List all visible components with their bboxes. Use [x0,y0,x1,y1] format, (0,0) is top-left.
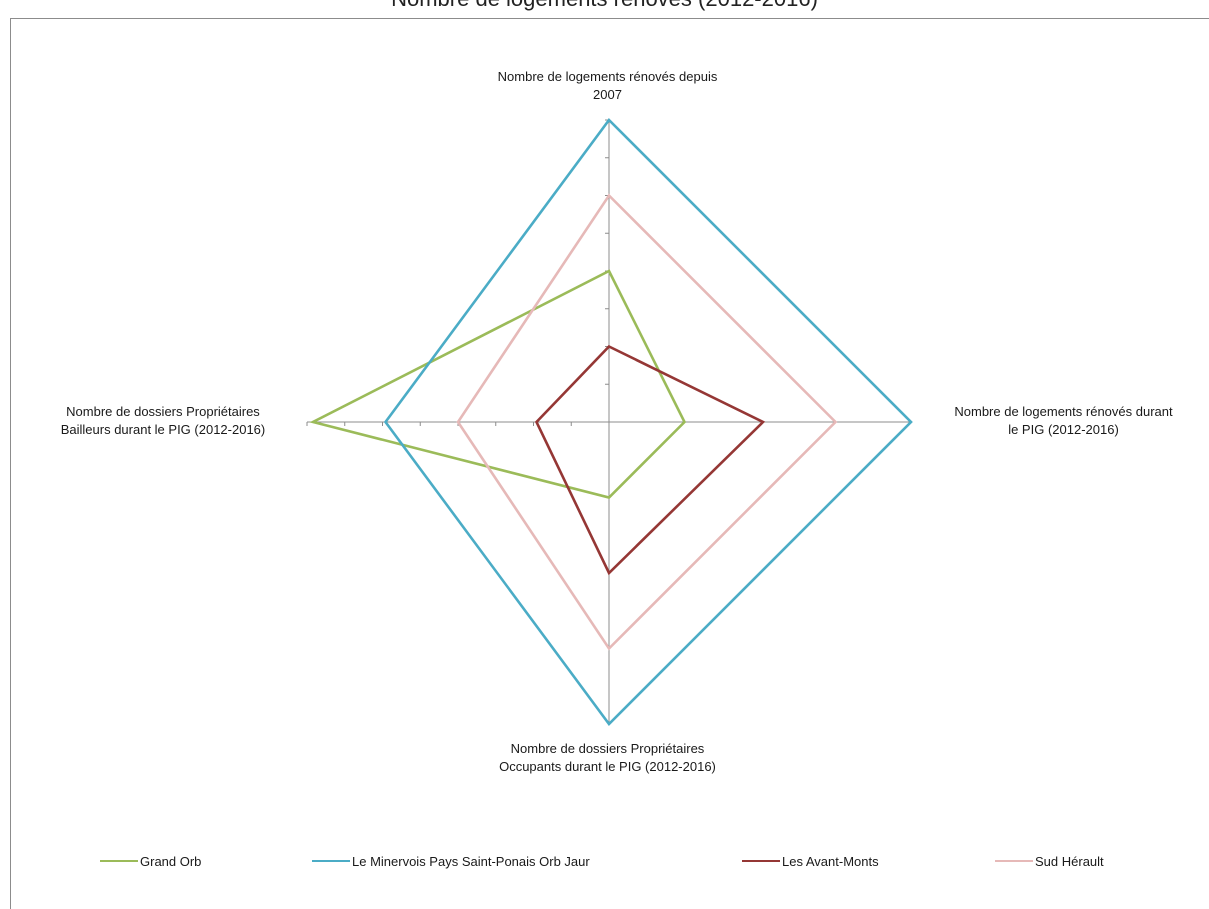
axis-ticks [306,119,609,426]
chart-title-strip: Nombre de logements rénovés (2012-2016) [0,0,1209,18]
legend-swatch-grand-orb [100,860,138,862]
legend-label-sud-herault: Sud Hérault [1035,853,1104,869]
series-line-sud-herault [456,193,838,651]
legend-swatch-avant-monts [742,860,780,862]
axis-label-bottom: Nombre de dossiers Propriétaires Occupan… [499,741,716,774]
series-line-le-minervois-pays-saint-ponais-orb-jaur [383,118,913,726]
series-line-les-avant-monts [534,344,766,576]
legend-item-grand-orb: Grand Orb [100,851,201,871]
axis-lines [307,120,911,724]
legend-label-minervois: Le Minervois Pays Saint-Ponais Orb Jaur [352,853,590,869]
legend-item-avant-monts: Les Avant-Monts [742,851,879,871]
legend-item-minervois: Le Minervois Pays Saint-Ponais Orb Jaur [312,851,590,871]
chart-title: Nombre de logements rénovés (2012-2016) [0,0,1209,12]
legend-label-avant-monts: Les Avant-Monts [782,853,879,869]
series-lines [309,118,913,726]
legend-item-sud-herault: Sud Hérault [995,851,1104,871]
axis-label-top: Nombre de logements rénovés depuis 2007 [497,69,718,102]
series-line-grand-orb [309,269,687,499]
axis-label-right: Nombre de logements rénovés durant le PI… [954,404,1173,437]
legend: Grand Orb Le Minervois Pays Saint-Ponais… [0,851,1209,871]
axis-label-left: Nombre de dossiers Propriétaires Bailleu… [60,404,266,437]
legend-swatch-minervois [312,860,350,862]
legend-swatch-sud-herault [995,860,1033,862]
legend-label-grand-orb: Grand Orb [140,853,202,869]
